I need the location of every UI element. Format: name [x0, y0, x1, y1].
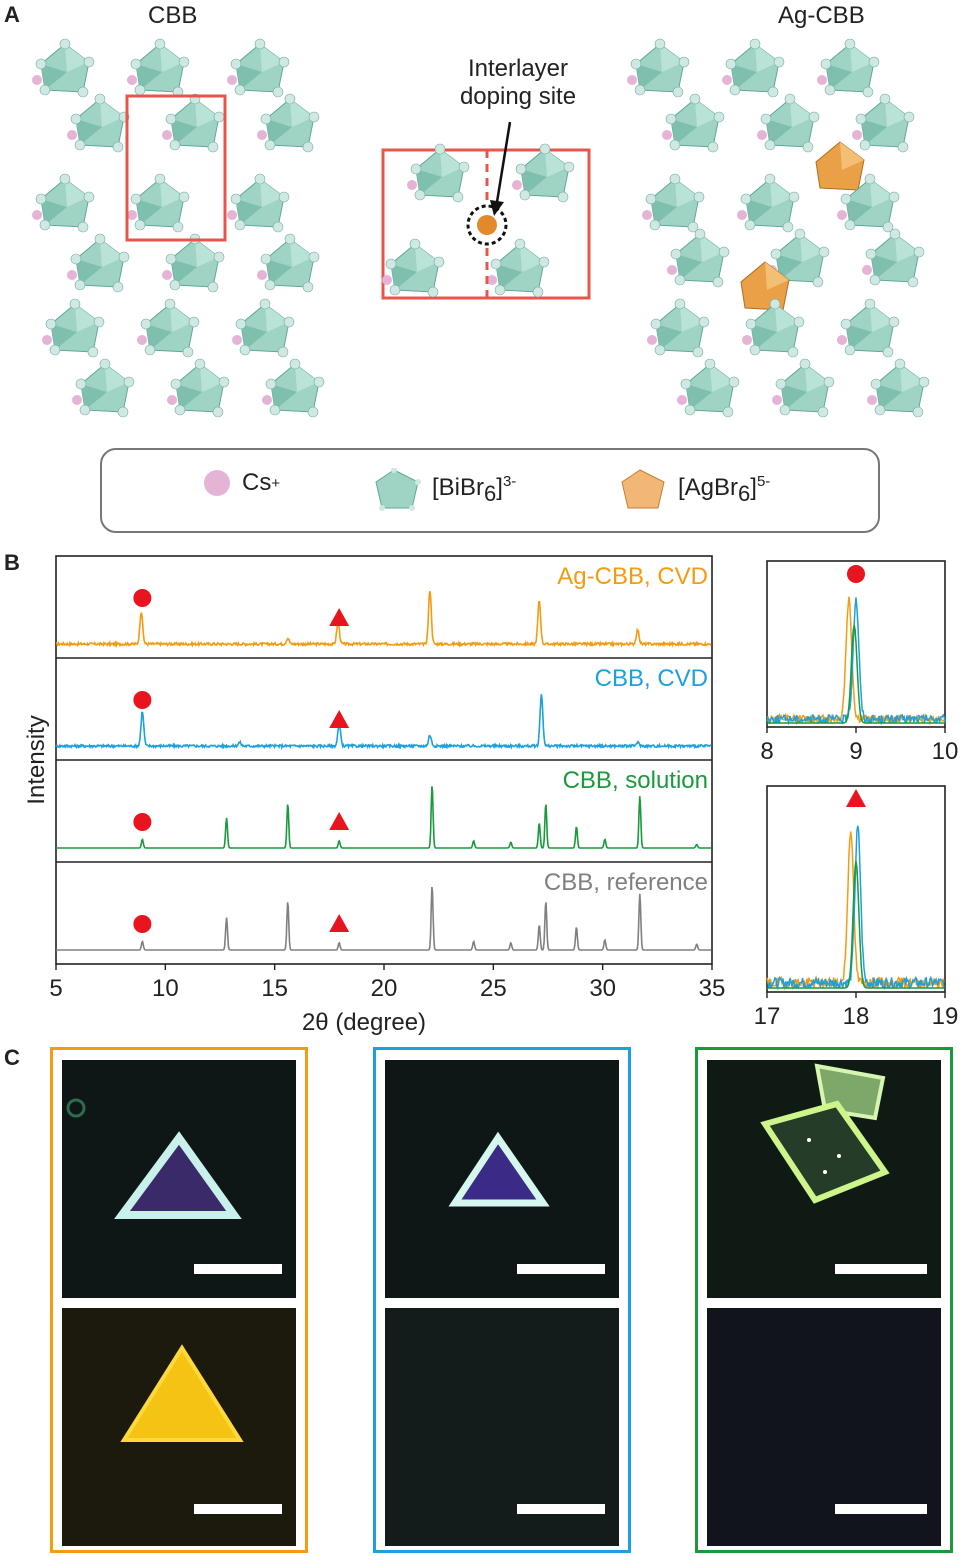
series-label-3: CBB, reference — [544, 869, 708, 896]
x-tick-label: 35 — [699, 975, 726, 1002]
peak-marker-circle — [133, 589, 152, 607]
series-label-1: CBB, CVD — [595, 665, 708, 692]
xrd-trace-3 — [56, 886, 712, 951]
peak-marker-triangle — [846, 789, 866, 807]
triangle-crystal-icon — [448, 1131, 550, 1207]
xrd-trace-2 — [56, 786, 712, 849]
doping-site-annotation: Interlayer doping site — [443, 55, 593, 111]
micrograph-frame-cbb-cvd — [373, 1047, 631, 1553]
structure-legend: Cs + [BiBr6]3- [AgBr6]5- — [100, 448, 880, 533]
legend-cs-charge: + — [271, 474, 281, 492]
peak-marker-circle — [847, 565, 865, 583]
xrd-trace-1 — [55, 694, 712, 751]
legend-cs-label: Cs — [242, 469, 272, 496]
legend-agbr6: [AgBr6]5- — [620, 468, 770, 512]
scale-bar — [835, 1504, 927, 1514]
legend-bi-label: [BiBr6]3- — [432, 473, 517, 506]
peak-marker-triangle — [329, 812, 350, 830]
pl-image-ag-cbb — [62, 1308, 296, 1546]
ag-cbb-structure-title: Ag-CBB — [778, 2, 865, 29]
inset-trace-1 — [766, 825, 945, 991]
scale-bar — [835, 1264, 927, 1274]
inset-trace-0 — [766, 596, 946, 726]
series-label-0: Ag-CBB, CVD — [557, 563, 708, 590]
cbb-structure — [31, 38, 325, 418]
ag-cbb-structure — [626, 38, 930, 418]
square-crystal-icon — [760, 1063, 890, 1204]
pl-image-cbb-cvd — [385, 1308, 619, 1546]
x-tick-label: 30 — [589, 975, 616, 1002]
peak-marker-triangle — [329, 608, 350, 626]
legend-bibr6: [BiBr6]3- — [374, 468, 516, 512]
optical-image-cbb-solution — [707, 1060, 941, 1298]
glowing-triangle-icon — [120, 1344, 244, 1442]
inset-trace-1 — [766, 597, 946, 726]
panel-label-a: A — [4, 2, 20, 27]
scale-bar — [517, 1504, 605, 1514]
scale-bar — [194, 1504, 282, 1514]
cbb-structure-title: CBB — [148, 2, 198, 29]
x-tick-label: 10 — [152, 975, 179, 1002]
optical-image-ag-cbb — [62, 1060, 296, 1298]
y-axis-label: Intensity — [23, 715, 50, 804]
legend-cs: Cs + — [202, 468, 280, 498]
inset-tick-label: 10 — [932, 738, 959, 765]
optical-image-cbb-cvd — [385, 1060, 619, 1298]
micrograph-frame-cbb-solution — [695, 1047, 953, 1553]
micrograph-frame-ag-cbb — [50, 1047, 308, 1553]
peak-marker-triangle — [329, 914, 350, 932]
pl-image-cbb-solution — [707, 1308, 941, 1546]
inset-trace-2 — [767, 861, 945, 989]
inset-tick-label: 17 — [754, 1003, 781, 1030]
x-tick-label: 20 — [371, 975, 398, 1002]
annotation-line-1: Interlayer — [467, 55, 569, 82]
panel-label-c: C — [4, 1045, 20, 1070]
peak-marker-circle — [133, 691, 152, 709]
ag-octahedron-icon — [621, 469, 665, 509]
bi-octahedron-icon — [375, 468, 421, 511]
cs-atom-icon — [204, 470, 230, 496]
peak-marker-circle — [133, 915, 152, 933]
scale-bar — [517, 1264, 605, 1274]
xrd-inset-9deg: 8 9 10 — [760, 560, 959, 765]
legend-ag-label: [AgBr6]5- — [678, 473, 771, 506]
inset-tick-label: 9 — [849, 738, 862, 765]
triangle-crystal-icon — [66, 1098, 242, 1219]
peak-marker-circle — [133, 813, 152, 831]
crystal-structures — [31, 38, 930, 418]
xrd-main-chart: Ag-CBB, CVD CBB, CVD CBB, solution CBB, ref… — [23, 555, 726, 1036]
panel-label-b: B — [4, 550, 20, 575]
x-tick-label: 25 — [480, 975, 507, 1002]
inset-tick-label: 8 — [760, 738, 773, 765]
inset-trace-2 — [767, 624, 945, 724]
series-label-2: CBB, solution — [563, 767, 708, 794]
x-tick-label: 5 — [49, 975, 62, 1002]
scale-bar — [194, 1264, 282, 1274]
x-tick-label: 15 — [261, 975, 288, 1002]
x-axis-label: 2θ (degree) — [302, 1009, 426, 1036]
xrd-inset-18deg: 17 18 19 — [754, 785, 959, 1030]
annotation-line-2: doping site — [459, 83, 577, 110]
inset-tick-label: 19 — [932, 1003, 959, 1030]
unit-cell-diagram — [381, 121, 591, 300]
peak-marker-triangle — [329, 710, 350, 728]
xrd-trace-0 — [55, 590, 712, 649]
inset-tick-label: 18 — [843, 1003, 870, 1030]
